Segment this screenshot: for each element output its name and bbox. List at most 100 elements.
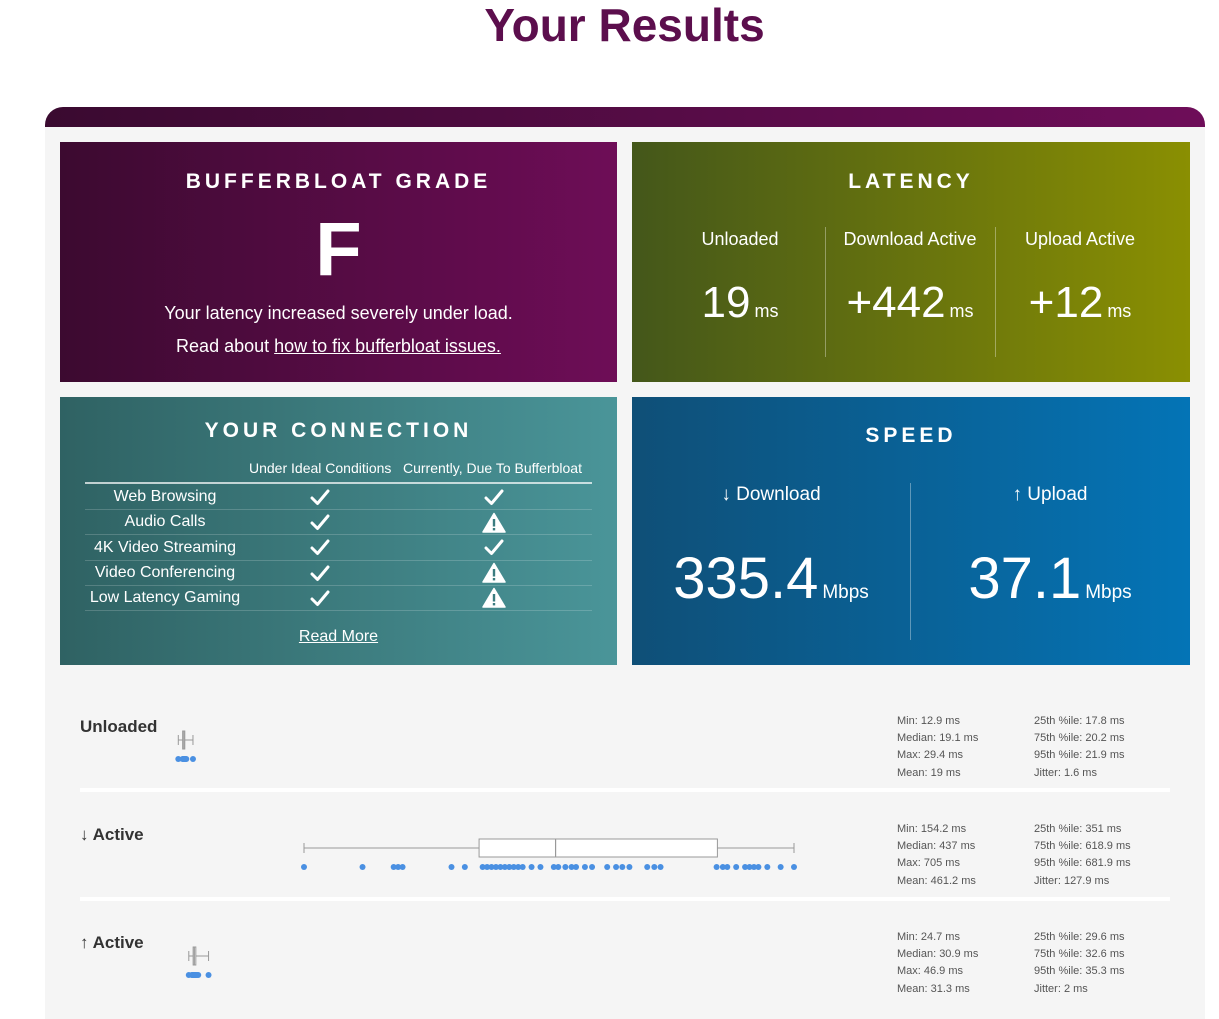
check-icon xyxy=(295,510,345,534)
stats-left: Min: 154.2 ms Median: 437 ms Max: 705 ms Me… xyxy=(897,821,976,890)
latency-upload-label: Upload Active xyxy=(1024,229,1136,249)
sample-point xyxy=(510,864,517,870)
latency-upload-value-wrap: +12 ms xyxy=(995,277,1165,337)
latency-download-value: +442 xyxy=(846,278,946,327)
col-now-header: Currently, Due To Bufferbloat xyxy=(403,460,582,476)
latency-unloaded-value-wrap: 19 ms xyxy=(655,277,825,337)
connection-row-name: 4K Video Streaming xyxy=(93,538,236,556)
connection-row-name: Web Browsing xyxy=(113,488,217,505)
connection-row-name: Audio Calls xyxy=(124,513,206,531)
sample-point xyxy=(359,864,366,870)
latency-unloaded: Unloaded 19 ms xyxy=(655,227,825,357)
stat-value: 25th %ile: 351 ms xyxy=(1034,823,1122,835)
latency-unloaded-value: 19 xyxy=(701,278,751,327)
stat-value: Max: 46.9 ms xyxy=(897,965,964,978)
sample-point xyxy=(183,756,190,762)
connection-row-name: Video Conferencing xyxy=(94,563,236,581)
sample-point xyxy=(733,864,740,870)
download-value: 335.4 xyxy=(673,546,819,611)
fix-bufferbloat-link[interactable]: how to fix bufferbloat issues. xyxy=(274,336,501,356)
latency-download-active: Download Active +442 ms xyxy=(825,227,995,357)
sample-point xyxy=(613,864,620,870)
grade-read-about: Read about how to fix bufferbloat issues… xyxy=(60,336,617,357)
latency-title: LATENCY xyxy=(848,170,974,193)
grade-message: Your latency increased severely under lo… xyxy=(164,303,513,323)
sample-point xyxy=(619,864,626,870)
latency-divider xyxy=(995,227,996,357)
grade-read-prefix: Read about xyxy=(176,336,270,356)
sample-point xyxy=(750,864,757,870)
check-icon xyxy=(469,485,519,509)
warning-icon xyxy=(469,510,519,534)
sample-point xyxy=(791,864,797,870)
distribution-plot xyxy=(301,838,797,870)
page-title: Your Results xyxy=(484,0,765,51)
sample-point xyxy=(515,864,522,870)
latency-upload-active: Upload Active +12 ms xyxy=(995,227,1165,357)
latency-distribution-row: ↓ Active Min: 154.2 ms Median: 437 ms Max: … xyxy=(80,806,1170,896)
distribution-plot xyxy=(175,730,196,762)
stat-value: 95th %ile: 21.9 ms xyxy=(1034,749,1125,762)
speed-title: SPEED xyxy=(865,424,957,447)
stats-right: 25th %ile: 29.6 ms 75th %ile: 32.6 ms 95th… xyxy=(1034,929,1125,998)
stat-value: 95th %ile: 681.9 ms xyxy=(1034,857,1131,870)
sample-point xyxy=(399,864,406,870)
results-panel: BUFFERBLOAT GRADE F Your latency increas… xyxy=(45,107,1205,1019)
upload-unit: Mbps xyxy=(1085,582,1132,603)
check-icon xyxy=(295,485,345,509)
sample-point xyxy=(506,864,513,870)
sample-point xyxy=(657,864,664,870)
latency-download-unit: ms xyxy=(949,301,974,321)
latency-unloaded-unit: ms xyxy=(754,301,779,321)
sample-point xyxy=(484,864,491,870)
sample-point xyxy=(175,756,182,762)
latency-divider xyxy=(825,227,826,357)
stat-value: Min: 12.9 ms xyxy=(897,715,960,727)
sample-point xyxy=(764,864,771,870)
read-more-link[interactable]: Read More xyxy=(298,628,379,645)
read-more: Read More xyxy=(60,628,617,646)
row-separator xyxy=(80,897,1170,901)
stat-value: Median: 19.1 ms xyxy=(897,732,979,745)
col-ideal-header: Under Ideal Conditions xyxy=(249,460,392,476)
check-icon xyxy=(295,536,345,560)
grade-letter: F xyxy=(315,207,362,292)
stat-value: Jitter: 2 ms xyxy=(1034,982,1088,995)
sample-point xyxy=(568,864,575,870)
distribution-label: ↑ Active xyxy=(80,933,144,952)
sample-point xyxy=(604,864,611,870)
latency-unloaded-label: Unloaded xyxy=(701,229,779,249)
row-separator xyxy=(80,788,1170,792)
latency-upload-unit: ms xyxy=(1107,301,1132,321)
sample-point xyxy=(519,864,526,870)
stat-value: 75th %ile: 32.6 ms xyxy=(1034,948,1125,961)
sample-point xyxy=(581,864,588,870)
connection-row: 4K Video Streaming xyxy=(85,536,592,561)
speed-card: SPEED ↓ Download 335.4 Mbps ↑ Upload 37.1… xyxy=(632,397,1190,665)
sample-point xyxy=(742,864,749,870)
distribution-label: ↓ Active xyxy=(80,825,144,844)
stat-value: 25th %ile: 17.8 ms xyxy=(1034,715,1125,727)
sample-point xyxy=(755,864,762,870)
upload-value: 37.1 xyxy=(968,546,1082,611)
sample-point xyxy=(497,864,504,870)
stats-right: 25th %ile: 17.8 ms 75th %ile: 20.2 ms 95th… xyxy=(1034,713,1125,782)
check-icon xyxy=(295,561,345,585)
your-connection-card: YOUR CONNECTION Under Ideal Conditions C… xyxy=(60,397,617,665)
stat-value: Jitter: 127.9 ms xyxy=(1034,874,1110,887)
sample-point xyxy=(573,864,580,870)
sample-point xyxy=(448,864,455,870)
sample-point xyxy=(651,864,658,870)
sample-point xyxy=(395,864,402,870)
sample-point xyxy=(189,756,196,762)
sample-point xyxy=(555,864,562,870)
sample-point xyxy=(461,864,468,870)
sample-point xyxy=(746,864,753,870)
stat-value: Min: 24.7 ms xyxy=(897,931,960,943)
sample-point xyxy=(626,864,633,870)
stat-value: 25th %ile: 29.6 ms xyxy=(1034,931,1125,943)
stat-value: Median: 30.9 ms xyxy=(897,948,979,961)
sample-point xyxy=(562,864,569,870)
speed-upload: ↑ Upload 37.1 Mbps xyxy=(911,483,1189,625)
distribution-plot xyxy=(185,946,212,978)
